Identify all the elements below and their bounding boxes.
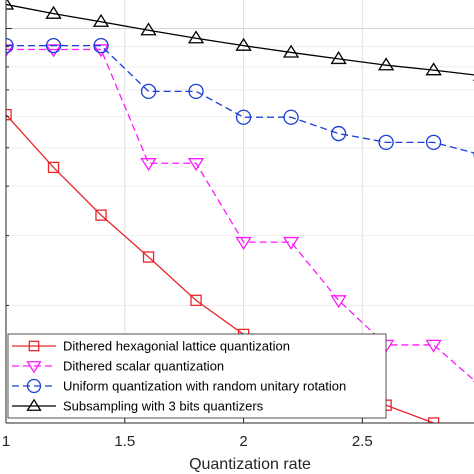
series-marker: [235, 37, 252, 51]
series-group: [6, 0, 474, 81]
series-marker: [45, 44, 62, 58]
series-marker: [235, 109, 252, 125]
series-marker: [140, 158, 157, 172]
x-tick-label: 1: [2, 433, 10, 450]
series-marker: [282, 44, 300, 58]
legend-label: Dithered hexagonial lattice quantization: [63, 339, 290, 354]
series-marker: [425, 339, 442, 353]
series-marker: [6, 0, 15, 10]
legend-label: Subsampling with 3 bits quantizers: [63, 399, 264, 414]
series-marker: [140, 22, 157, 36]
x-tick-label: 2.5: [352, 433, 373, 450]
grid: [6, 0, 474, 423]
series-marker: [95, 209, 107, 221]
axes: [5, 0, 474, 424]
series-marker: [330, 295, 347, 309]
x-ticks: 1 1.5 2 2.5: [2, 418, 373, 450]
series-marker: [140, 83, 157, 99]
series-marker: [283, 109, 299, 125]
series-marker: [6, 38, 14, 54]
series-marker: [378, 134, 394, 150]
series-marker: [26, 378, 42, 394]
x-tick-label: 1.5: [114, 433, 135, 450]
series-marker: [282, 236, 300, 250]
series-marker: [26, 361, 42, 374]
series-marker: [92, 13, 110, 27]
series-marker: [6, 44, 15, 58]
series-marker: [235, 236, 252, 250]
legend-label: Dithered scalar quantization: [63, 359, 224, 374]
series-marker: [330, 51, 347, 65]
legend: Dithered hexagonial lattice quantization…: [7, 333, 387, 419]
series-marker: [142, 251, 155, 263]
series-line: [6, 3, 474, 76]
series-marker: [26, 398, 42, 411]
series-marker: [47, 161, 60, 174]
series-marker: [45, 38, 62, 54]
series-marker: [425, 134, 442, 150]
legend-box: [7, 333, 387, 419]
legend-label: Uniform quantization with random unitary…: [63, 379, 346, 394]
series-line: [6, 48, 474, 381]
series-group: [6, 38, 474, 158]
series-marker: [187, 158, 205, 172]
series-marker: [93, 38, 109, 54]
series-marker: [330, 125, 347, 142]
x-axis-label: Quantization rate: [189, 456, 311, 473]
series-marker: [187, 30, 205, 44]
series-marker: [190, 294, 202, 307]
series-marker: [425, 62, 442, 76]
series-marker: [377, 57, 395, 71]
series-marker: [45, 5, 62, 19]
series-marker: [6, 108, 12, 121]
series-line: [6, 45, 474, 154]
series-marker: [92, 44, 110, 58]
x-tick-label: 2: [239, 433, 247, 450]
series-marker: [28, 340, 40, 352]
series-marker: [188, 83, 204, 99]
